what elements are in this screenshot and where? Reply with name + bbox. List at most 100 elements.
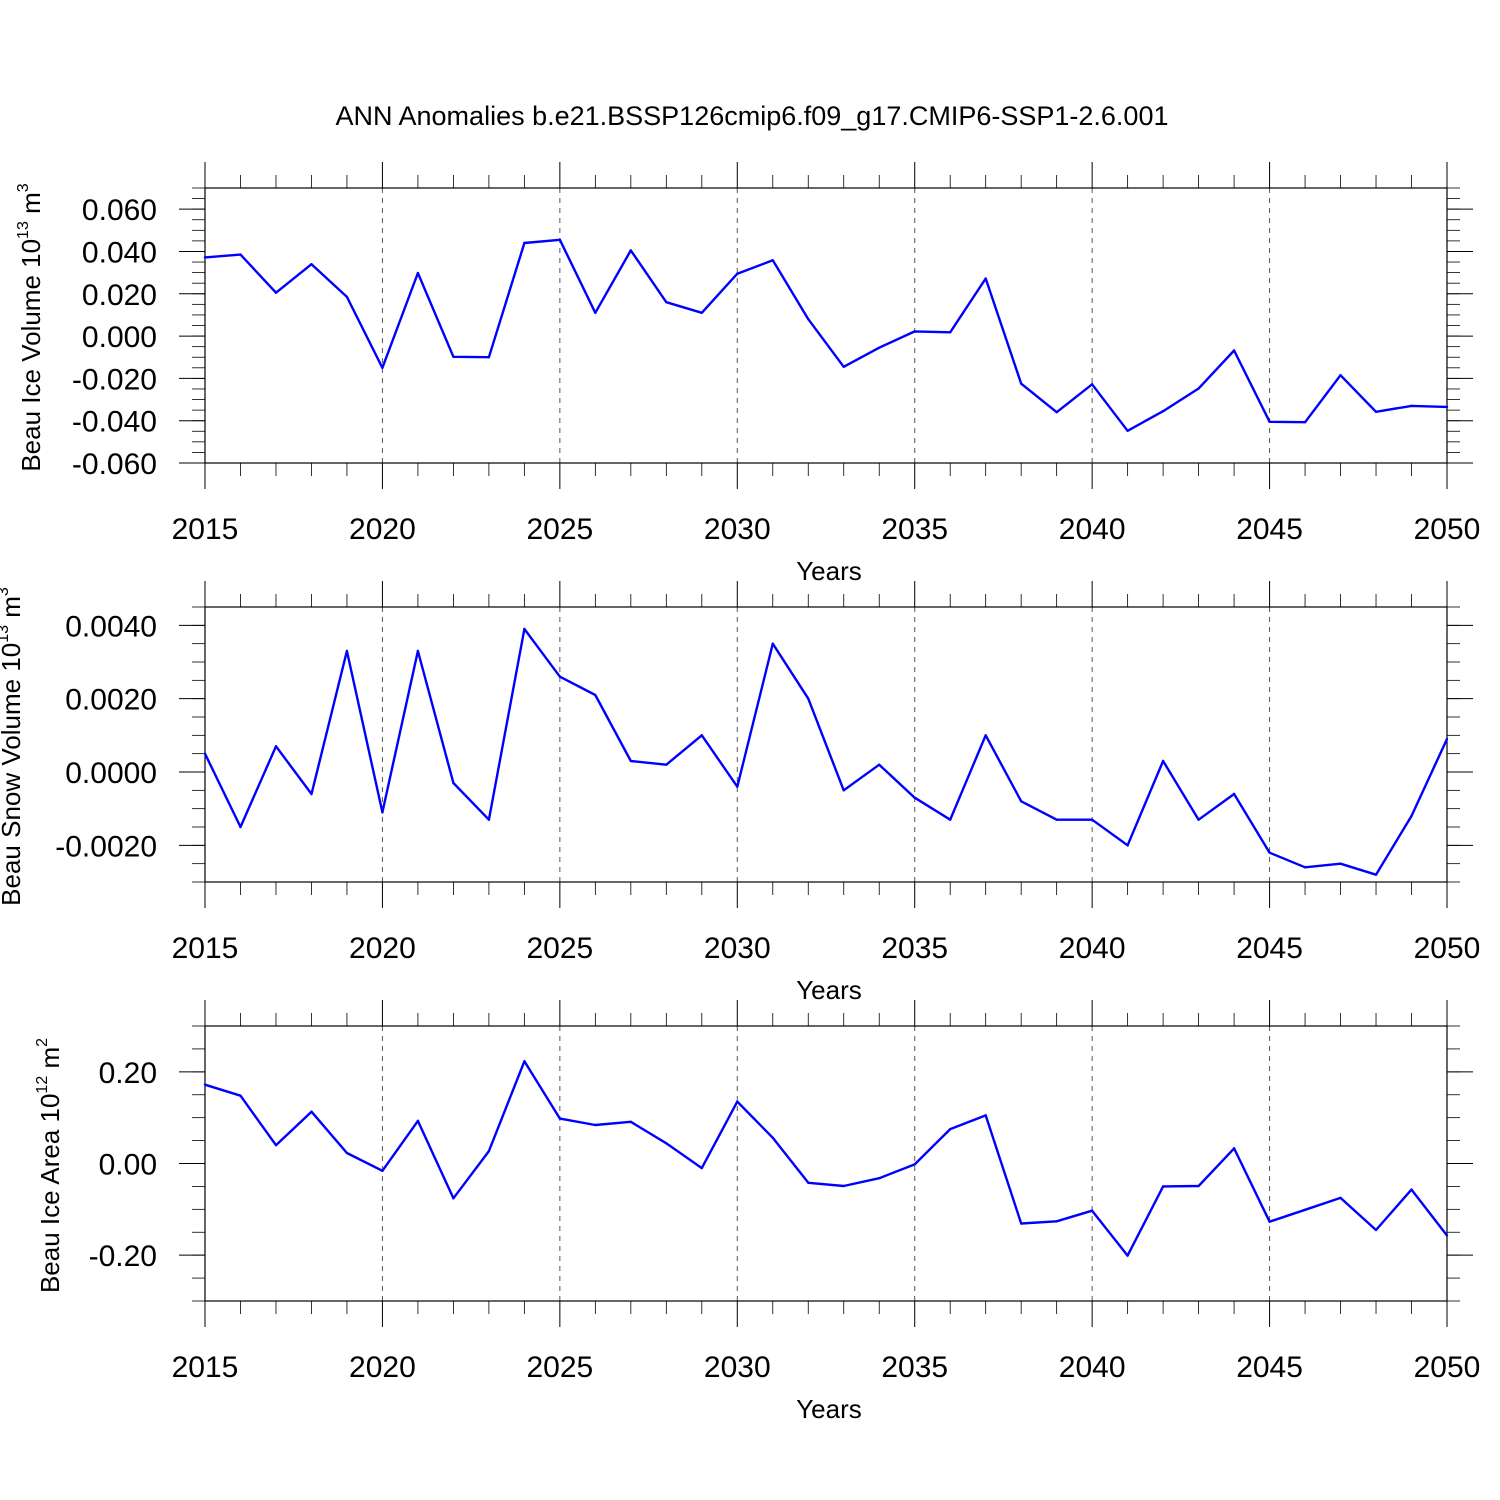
data-point-0-15 — [736, 272, 739, 275]
data-point-1-27 — [1161, 759, 1165, 763]
y-axis-label-unit-exp-2: 2 — [34, 1038, 51, 1047]
data-point-0-17 — [807, 317, 810, 321]
x-tick-label-1-2: 2025 — [526, 932, 593, 965]
data-point-2-14 — [700, 1166, 703, 1170]
x-tick-label-2-2: 2025 — [526, 1351, 593, 1384]
x-tick-label-1-0: 2015 — [172, 932, 239, 965]
data-point-1-0 — [203, 752, 207, 755]
data-point-2-11 — [594, 1123, 597, 1127]
data-point-0-4 — [345, 295, 349, 299]
x-tick-label-0-0: 2015 — [172, 513, 239, 546]
data-point-2-7 — [452, 1197, 455, 1200]
y-axis-label-unit-exp-0: 3 — [15, 183, 32, 192]
data-point-2-9 — [523, 1060, 526, 1063]
y-axis-label-exp-2: 12 — [34, 1076, 51, 1094]
y-tick-label-0-1: -0.040 — [72, 406, 157, 439]
data-point-0-0 — [203, 256, 207, 259]
x-tick-label-0-4: 2035 — [881, 513, 948, 546]
data-point-1-17 — [807, 697, 810, 700]
x-tick-label-0-6: 2045 — [1236, 513, 1303, 546]
data-point-1-23 — [1019, 800, 1023, 803]
data-point-1-12 — [629, 759, 633, 763]
data-point-0-32 — [1339, 374, 1342, 377]
x-tick-label-1-7: 2050 — [1414, 932, 1481, 965]
data-point-1-9 — [523, 627, 526, 631]
y-tick-label-2-2: 0.20 — [99, 1057, 157, 1090]
y-tick-label-1-1: 0.0000 — [65, 757, 157, 790]
data-point-0-30 — [1268, 420, 1271, 423]
data-point-1-31 — [1303, 866, 1307, 869]
x-tick-label-1-1: 2020 — [349, 932, 416, 965]
x-tick-label-0-5: 2040 — [1059, 513, 1126, 546]
data-point-0-1 — [239, 253, 242, 256]
data-point-1-13 — [665, 763, 668, 766]
data-point-2-1 — [239, 1094, 242, 1097]
data-point-1-15 — [736, 785, 739, 788]
data-point-0-28 — [1197, 387, 1200, 390]
data-point-2-8 — [487, 1149, 491, 1153]
data-point-1-2 — [274, 745, 278, 748]
data-point-2-27 — [1161, 1185, 1165, 1188]
data-point-1-4 — [345, 649, 349, 653]
data-point-0-31 — [1303, 420, 1307, 424]
data-point-2-31 — [1303, 1208, 1307, 1211]
data-point-1-7 — [452, 781, 455, 785]
data-point-2-29 — [1232, 1147, 1236, 1150]
data-point-2-19 — [878, 1176, 881, 1180]
y-tick-label-2-0: -0.20 — [89, 1240, 157, 1273]
x-tick-label-2-7: 2050 — [1414, 1351, 1481, 1384]
data-point-0-27 — [1161, 409, 1165, 413]
data-point-0-29 — [1232, 349, 1236, 352]
data-point-0-20 — [913, 330, 916, 333]
data-point-0-5 — [381, 366, 384, 370]
data-point-2-33 — [1374, 1228, 1378, 1232]
x-tick-label-1-5: 2040 — [1059, 932, 1126, 965]
x-tick-label-2-1: 2020 — [349, 1351, 416, 1384]
x-tick-label-2-4: 2035 — [881, 1351, 948, 1384]
panel-snow-volume: -0.0020 0.0000 0.0020 0.0040 2015 2020 2025 203… — [0, 581, 1480, 1005]
data-point-1-8 — [487, 818, 491, 821]
data-point-0-35 — [1445, 405, 1449, 409]
data-point-0-21 — [949, 331, 952, 334]
data-point-2-15 — [736, 1100, 739, 1103]
data-point-2-26 — [1126, 1254, 1129, 1257]
data-point-1-26 — [1126, 844, 1129, 847]
data-point-1-1 — [239, 825, 242, 829]
data-point-1-11 — [594, 693, 597, 697]
y-tick-label-0-3: 0.000 — [82, 321, 157, 354]
y-axis-label-unit-0: m — [16, 192, 46, 221]
x-axis-label-0: Years — [796, 556, 862, 586]
data-point-1-32 — [1339, 862, 1342, 865]
data-point-1-19 — [878, 763, 881, 766]
data-point-0-11 — [594, 311, 597, 315]
x-tick-label-1-3: 2030 — [704, 932, 771, 965]
data-point-2-10 — [558, 1117, 562, 1120]
data-point-2-16 — [771, 1136, 774, 1140]
panel-ice-area: -0.20 0.00 0.20 2015 2020 2025 2030 2035 2040 204… — [34, 1000, 1480, 1424]
data-point-1-22 — [984, 734, 987, 737]
data-point-1-24 — [1055, 818, 1058, 821]
data-point-2-18 — [842, 1184, 845, 1188]
data-point-0-8 — [487, 356, 491, 359]
data-point-2-4 — [345, 1151, 349, 1155]
data-point-1-3 — [310, 792, 313, 796]
series-line-2 — [204, 1060, 1448, 1257]
data-point-1-14 — [700, 734, 703, 737]
y-axis-label-0: Beau Ice Volume 1013 m3 — [15, 183, 46, 471]
x-tick-label-2-5: 2040 — [1059, 1351, 1126, 1384]
data-point-0-34 — [1410, 404, 1413, 408]
plot-frame-1 — [204, 606, 1448, 883]
data-point-2-35 — [1445, 1234, 1449, 1237]
data-point-0-10 — [558, 238, 562, 242]
x-tick-label-0-1: 2020 — [349, 513, 416, 546]
data-point-0-22 — [984, 277, 987, 280]
data-point-1-21 — [949, 818, 952, 821]
data-point-0-12 — [629, 249, 633, 252]
data-point-2-12 — [629, 1120, 633, 1123]
data-point-2-34 — [1410, 1188, 1413, 1191]
series-line-1 — [203, 627, 1449, 876]
data-point-2-13 — [665, 1142, 668, 1145]
y-axis-label-exp-1: 13 — [0, 625, 12, 643]
data-point-1-28 — [1197, 818, 1200, 821]
